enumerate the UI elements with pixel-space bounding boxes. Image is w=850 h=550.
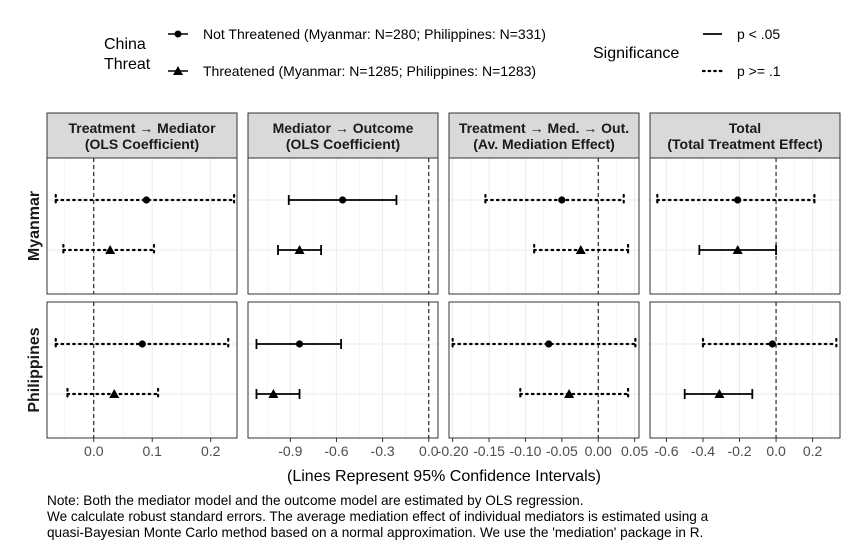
point-estimate-circle	[768, 340, 777, 348]
legend: China Threat Not Threatened (Myanmar: N=…	[104, 26, 781, 79]
legend-not-threatened-circle-icon	[174, 30, 182, 38]
facet-title-line: (Av. Mediation Effect)	[473, 136, 615, 152]
panel-border	[247, 301, 439, 439]
panel-background	[650, 302, 840, 438]
note-line-2: We calculate robust standard errors. The…	[47, 509, 709, 524]
point-estimate-circle	[734, 196, 742, 204]
row-label: Myanmar	[26, 191, 43, 261]
point-estimate-circle	[295, 340, 304, 348]
facet-strip	[649, 112, 841, 159]
facet-title-line: (Total Treatment Effect)	[667, 136, 822, 152]
facet-strip	[46, 112, 238, 159]
legend-not-threatened-label: Not Threatened (Myanmar: N=280; Philippi…	[203, 26, 546, 42]
legend-significance-title: Significance	[593, 45, 679, 62]
x-tick-label: -0.10	[509, 443, 541, 459]
panel-background	[248, 302, 438, 438]
legend-threatened-triangle-icon	[173, 66, 183, 75]
x-tick-label: -0.4	[691, 443, 715, 459]
point-estimate-triangle	[732, 245, 743, 254]
point-estimate-triangle	[109, 389, 120, 398]
note-line-1: Note: Both the mediator model and the ou…	[47, 493, 584, 508]
point-estimate-circle	[545, 340, 553, 348]
x-axis-label: (Lines Represent 95% Confidence Interval…	[287, 468, 601, 485]
point-estimate-triangle	[294, 245, 305, 254]
facet-title-line: Treatment → Med. → Out.	[459, 120, 629, 136]
row-label: Philippines	[26, 327, 43, 412]
x-tick-label: -0.3	[371, 443, 395, 459]
legend-group-title-line1: China	[104, 36, 146, 53]
panel-border	[448, 157, 640, 295]
facet-strip	[247, 112, 439, 159]
point-estimate-circle	[142, 196, 150, 204]
panel-background	[650, 158, 840, 294]
facet-title-line: (OLS Coefficient)	[286, 136, 400, 152]
x-tick-label: -0.6	[324, 443, 348, 459]
x-tick-label: -0.20	[437, 443, 469, 459]
point-estimate-triangle	[714, 389, 725, 398]
facet-grid: Treatment → Mediator(OLS Coefficient)0.0…	[26, 112, 841, 459]
panel-border	[649, 301, 841, 439]
panel-border	[649, 157, 841, 295]
x-tick-label: 0.0	[766, 443, 786, 459]
facet-title-line: Treatment → Mediator	[68, 120, 216, 136]
x-tick-label: 0.00	[585, 443, 612, 459]
x-tick-label: 0.2	[201, 443, 221, 459]
x-tick-label: 0.2	[803, 443, 823, 459]
legend-group-title-line2: Threat	[104, 56, 151, 73]
point-estimate-triangle	[105, 245, 116, 254]
panel-border	[247, 157, 439, 295]
x-tick-label: -0.9	[278, 443, 302, 459]
x-tick-label: -0.6	[654, 443, 678, 459]
panel-border	[448, 301, 640, 439]
legend-significance-dotted-label: p >= .1	[737, 63, 781, 79]
panel-background	[449, 302, 639, 438]
x-tick-label: -0.05	[546, 443, 578, 459]
point-estimate-circle	[339, 196, 347, 204]
point-estimate-circle	[138, 340, 146, 348]
point-estimate-triangle	[564, 389, 575, 398]
point-estimate-triangle	[575, 245, 586, 254]
panel-border	[46, 157, 238, 295]
x-tick-label: 0.05	[621, 443, 648, 459]
note: Note: Both the mediator model and the ou…	[47, 493, 709, 540]
facet-title-line: Total	[729, 120, 761, 136]
point-estimate-triangle	[268, 389, 279, 398]
panel-background	[47, 302, 237, 438]
legend-significance-solid-label: p < .05	[737, 26, 780, 42]
note-line-3: quasi-Bayesian Monte Carlo method based …	[47, 525, 703, 540]
x-tick-label: 0.0	[84, 443, 104, 459]
panel-border	[46, 301, 238, 439]
facet-strip	[448, 112, 640, 159]
point-estimate-circle	[558, 196, 566, 204]
panel-background	[449, 158, 639, 294]
facet-title-line: (OLS Coefficient)	[85, 136, 199, 152]
panel-background	[248, 158, 438, 294]
x-tick-label: 0.0	[419, 443, 439, 459]
panel-background	[47, 158, 237, 294]
x-tick-label: 0.1	[142, 443, 162, 459]
legend-threatened-label: Threatened (Myanmar: N=1285; Philippines…	[203, 63, 536, 79]
facet-title-line: Mediator → Outcome	[273, 120, 414, 136]
x-tick-label: -0.2	[727, 443, 751, 459]
x-tick-label: -0.15	[473, 443, 505, 459]
